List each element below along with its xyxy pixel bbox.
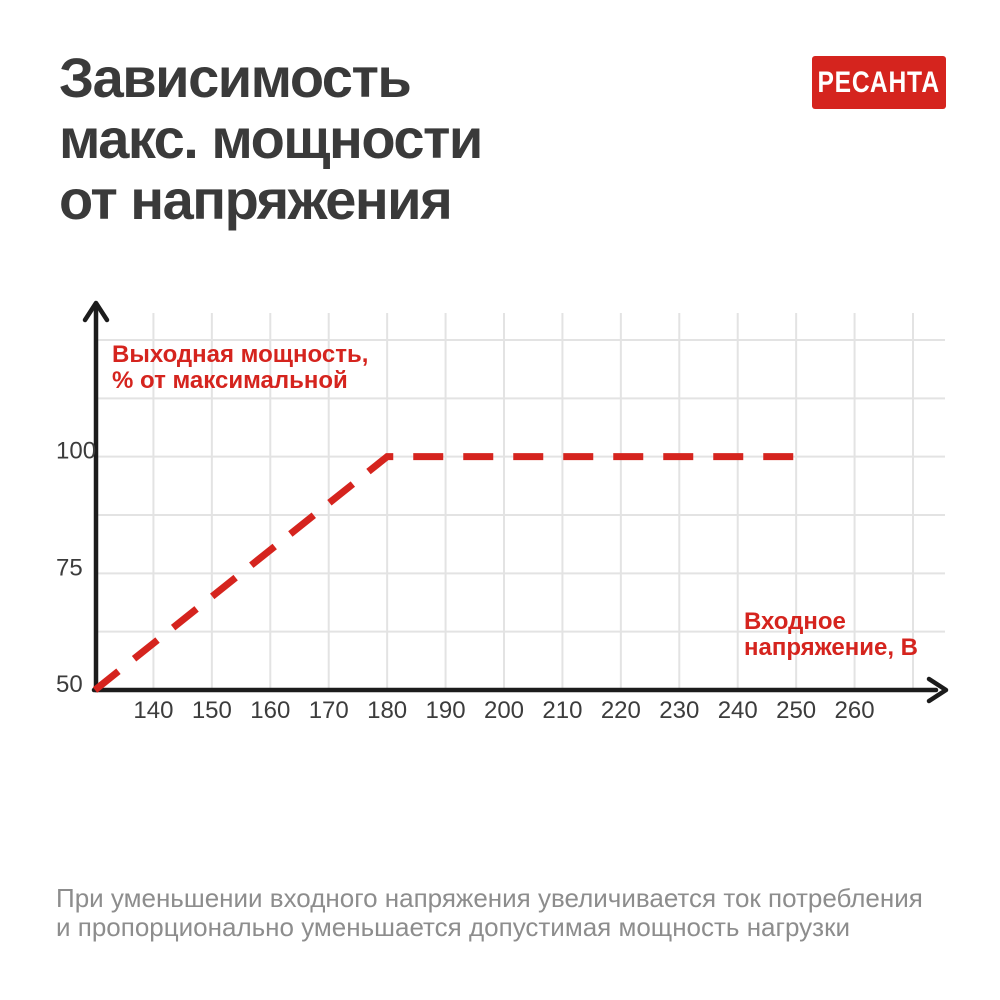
series-line [92, 453, 797, 693]
x-tick-label: 180 [367, 697, 407, 724]
x-tick-label: 250 [776, 697, 816, 724]
x-tick-label: 190 [426, 697, 466, 724]
y-axis-title: Выходная мощность, % от максимальной [112, 341, 369, 394]
y-tick-label: 75 [56, 554, 83, 581]
chart-canvas: 140 150 160 170 180 190 200 210 220 230 240 250 260 5… [56, 300, 949, 724]
x-tick-label: 150 [192, 697, 232, 724]
x-tick-label: 140 [133, 697, 173, 724]
power-voltage-chart: 140 150 160 170 180 190 200 210 220 230 240 250 260 5… [56, 300, 949, 724]
brand-logo: РЕСАНТА [812, 56, 946, 109]
y-axis-arrow-icon [82, 300, 110, 323]
x-tick-label: 200 [484, 697, 524, 724]
x-tick-label: 230 [659, 697, 699, 724]
x-tick-label: 220 [601, 697, 641, 724]
x-tick-labels: 140 150 160 170 180 190 200 210 220 230 240 250 260 [133, 697, 874, 724]
y-tick-labels: 50 75 100 [56, 438, 96, 698]
x-tick-label: 160 [250, 697, 290, 724]
x-axis-arrow-icon [926, 676, 949, 704]
x-axis-title: Входное напряжение, В [744, 608, 918, 661]
brand-logo-text: РЕСАНТА [817, 65, 941, 99]
y-tick-label: 50 [56, 671, 83, 698]
page-title: Зависимость макс. мощности от напряжения [59, 46, 483, 231]
axes [82, 300, 949, 704]
y-tick-label: 100 [56, 438, 96, 465]
x-tick-label: 170 [309, 697, 349, 724]
x-tick-label: 240 [718, 697, 758, 724]
x-tick-label: 210 [542, 697, 582, 724]
footnote: При уменьшении входного напряжения увели… [56, 883, 923, 942]
x-tick-label: 260 [835, 697, 875, 724]
